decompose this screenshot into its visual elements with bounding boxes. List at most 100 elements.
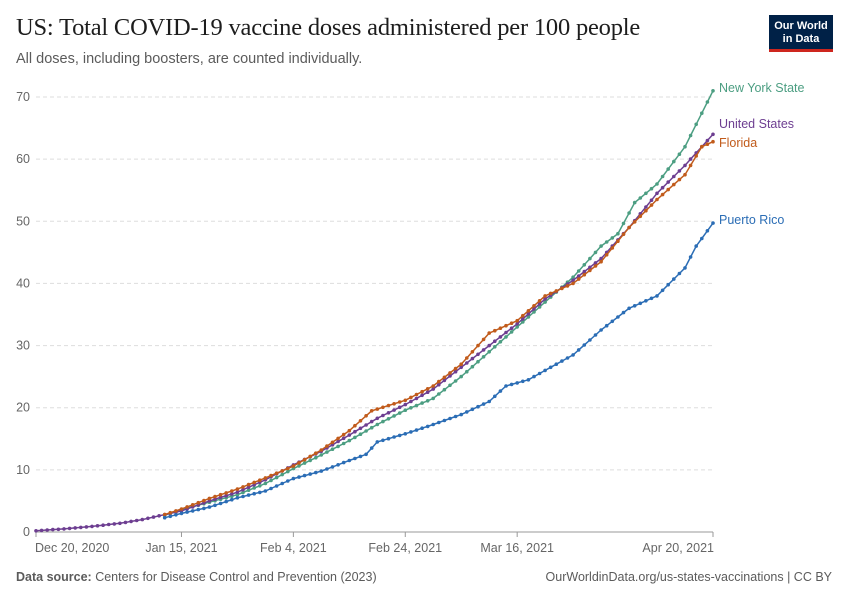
- data-point: [314, 451, 318, 456]
- data-point: [660, 185, 665, 190]
- data-point: [73, 526, 77, 530]
- data-point: [711, 139, 715, 144]
- owid-logo[interactable]: Our World in Data: [769, 15, 833, 52]
- data-point: [230, 492, 234, 496]
- data-point: [213, 503, 217, 508]
- data-point: [258, 478, 262, 483]
- data-point: [235, 492, 240, 497]
- data-point: [604, 240, 609, 244]
- data-point: [655, 182, 659, 186]
- data-point: [437, 420, 441, 425]
- data-point: [515, 381, 519, 385]
- data-point: [498, 340, 503, 344]
- data-point: [381, 419, 385, 424]
- data-point: [711, 221, 715, 225]
- data-point: [314, 470, 318, 475]
- data-point: [548, 291, 553, 296]
- data-point: [369, 419, 374, 424]
- data-point: [537, 299, 542, 303]
- data-point: [274, 484, 279, 488]
- data-point: [649, 186, 654, 191]
- data-point: [420, 426, 424, 431]
- data-point: [207, 499, 212, 503]
- data-point: [705, 229, 710, 233]
- data-point: [336, 444, 340, 449]
- data-point: [207, 505, 212, 509]
- source-text: Centers for Disease Control and Preventi…: [91, 570, 377, 584]
- series-label: Florida: [719, 136, 757, 150]
- data-point: [202, 498, 206, 503]
- data-point: [655, 191, 659, 196]
- data-point: [190, 509, 195, 513]
- data-point: [442, 378, 447, 383]
- source-url[interactable]: OurWorldinData.org/us-states-vaccination…: [545, 570, 832, 584]
- data-point: [353, 435, 357, 440]
- data-point: [79, 525, 83, 530]
- data-point: [369, 409, 374, 413]
- data-point: [302, 473, 307, 478]
- data-point: [397, 405, 402, 410]
- data-point: [593, 261, 598, 265]
- data-point: [565, 356, 570, 360]
- series-label: New York State: [719, 81, 805, 95]
- data-point: [241, 485, 245, 489]
- data-point: [621, 232, 626, 237]
- data-point: [431, 396, 436, 401]
- data-point: [532, 307, 536, 311]
- data-point: [196, 500, 201, 505]
- data-point: [610, 246, 615, 250]
- data-point: [576, 277, 581, 281]
- data-point: [448, 416, 452, 421]
- data-point: [532, 304, 536, 308]
- data-point: [414, 403, 419, 408]
- data-point: [291, 466, 296, 471]
- data-point: [621, 310, 626, 315]
- data-point: [481, 348, 486, 352]
- data-point: [632, 220, 637, 224]
- data-point: [386, 436, 391, 441]
- data-point: [700, 144, 704, 149]
- data-point: [465, 410, 469, 414]
- data-point: [246, 482, 251, 487]
- data-point: [649, 296, 654, 301]
- series-line: [35, 133, 714, 532]
- data-point: [604, 253, 609, 257]
- data-point: [560, 286, 564, 291]
- data-point: [666, 187, 670, 192]
- data-point: [588, 265, 592, 270]
- data-point: [465, 356, 469, 360]
- data-point: [537, 371, 542, 376]
- series-line: [164, 90, 714, 516]
- data-point: [45, 528, 49, 532]
- data-point: [347, 458, 352, 463]
- data-point: [481, 337, 486, 342]
- data-point: [672, 159, 676, 164]
- data-point: [599, 259, 603, 264]
- data-point: [604, 323, 609, 328]
- data-point: [174, 509, 178, 513]
- data-point: [375, 422, 380, 427]
- data-point: [414, 428, 419, 432]
- data-point: [459, 374, 464, 379]
- data-point: [364, 429, 368, 433]
- data-point: [330, 443, 335, 447]
- data-point: [364, 423, 368, 427]
- data-point: [543, 297, 547, 301]
- data-point: [711, 89, 715, 93]
- data-point: [459, 362, 464, 367]
- data-point: [101, 523, 105, 527]
- data-point: [319, 453, 324, 457]
- data-point: [498, 326, 503, 331]
- data-point: [207, 496, 212, 501]
- data-point: [286, 469, 290, 474]
- data-point: [487, 331, 492, 335]
- data-point: [336, 463, 340, 467]
- data-point: [644, 208, 648, 213]
- data-point: [498, 335, 503, 339]
- data-point: [286, 479, 290, 483]
- data-point: [280, 481, 285, 486]
- data-point: [230, 497, 234, 502]
- x-tick-label: Dec 20, 2020: [35, 541, 109, 555]
- data-point: [353, 456, 357, 461]
- data-point: [179, 507, 184, 511]
